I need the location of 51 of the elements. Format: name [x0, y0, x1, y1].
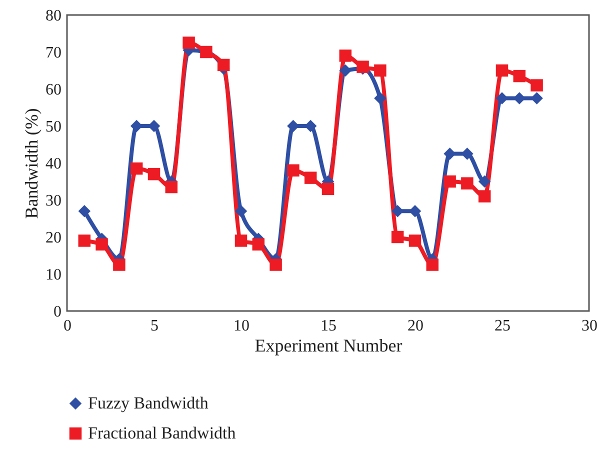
point — [322, 182, 334, 196]
point — [391, 230, 404, 244]
y-tick-label: 50 — [46, 118, 62, 136]
point — [339, 50, 352, 62]
point — [304, 172, 317, 184]
y-tick-label: 70 — [46, 44, 62, 62]
point — [234, 204, 248, 218]
point — [252, 238, 265, 251]
x-tick-label: 25 — [494, 318, 510, 334]
point — [478, 175, 491, 188]
y-tick-label: 30 — [46, 192, 62, 210]
point — [461, 148, 474, 160]
point — [374, 64, 386, 77]
point — [530, 79, 543, 92]
point — [444, 175, 456, 188]
point — [408, 234, 422, 247]
point — [270, 258, 282, 271]
y-tick-label: 40 — [46, 156, 62, 172]
point — [374, 92, 386, 104]
legend-label: Fractional Bandwidth — [88, 424, 236, 442]
point — [165, 180, 178, 194]
y-tick-label: 60 — [46, 82, 62, 98]
x-axis-title: Experiment Number — [254, 336, 402, 356]
point — [496, 64, 508, 77]
point — [113, 258, 126, 271]
point — [148, 168, 160, 180]
y-tick-label: 80 — [46, 8, 62, 24]
y-tick-label: 0 — [54, 304, 62, 320]
x-tick-label: 5 — [150, 318, 158, 334]
y-tick-label: 20 — [46, 230, 62, 246]
x-tick-label: 10 — [234, 318, 250, 334]
point — [78, 204, 91, 218]
x-tick-label: 30 — [582, 318, 598, 334]
point — [461, 177, 474, 190]
x-tick-label: 15 — [320, 318, 336, 334]
point — [96, 238, 108, 251]
point — [444, 148, 456, 160]
point — [130, 162, 143, 175]
point — [513, 70, 526, 82]
point — [426, 258, 439, 271]
point — [287, 164, 300, 177]
point — [182, 36, 195, 49]
y-tick-label: 10 — [46, 266, 62, 284]
point — [234, 234, 248, 247]
point — [217, 58, 230, 72]
legend-label: Fuzzy Bandwidth — [88, 394, 209, 412]
y-axis-title: Bandwidth (%) — [22, 108, 42, 219]
point — [339, 64, 352, 77]
point — [78, 234, 91, 247]
point — [478, 190, 491, 202]
x-tick-label: 20 — [408, 318, 424, 334]
